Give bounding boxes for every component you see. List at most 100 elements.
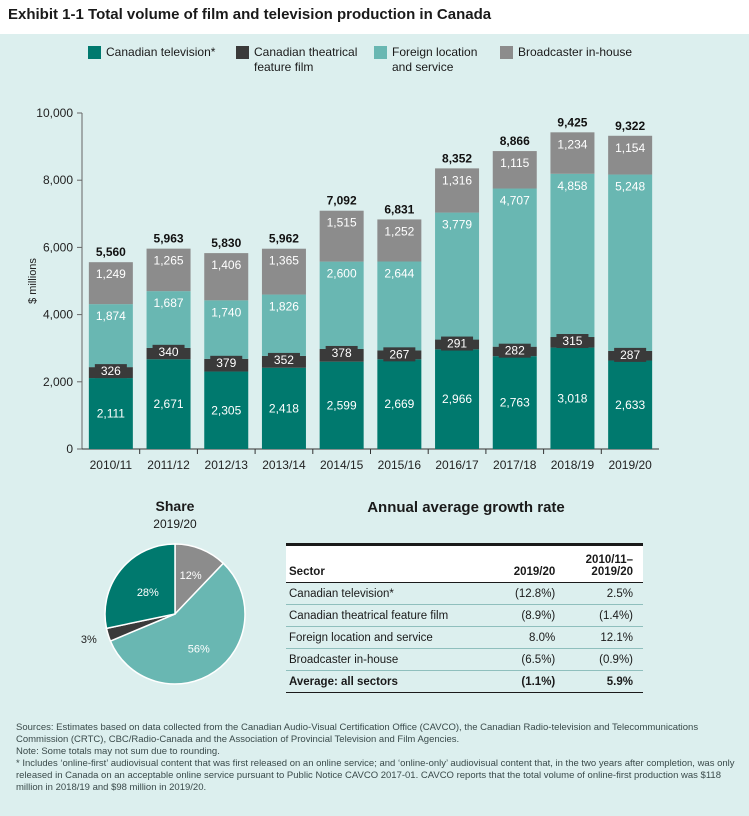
data-label: 1,234 [557,137,587,151]
data-label: 1,154 [615,141,645,155]
bar-segment [204,371,249,449]
growth-decade-cell: 12.1% [600,631,633,644]
x-tick-label: 2015/16 [378,458,422,472]
pie-slice [109,562,246,685]
rounding-note: Note: Some totals may not sum due to rou… [16,746,220,757]
total-label: 6,831 [384,202,414,216]
legend-item-canadian-theatrical-film: Canadian theatrical feature film [236,45,357,75]
data-label: 340 [159,345,179,359]
bar-segment [146,291,191,348]
data-label-box [94,364,127,379]
bar-segment [435,349,480,449]
legend-item-broadcaster-in-house: Broadcaster in-house [500,45,632,60]
bar-segment [261,294,306,356]
data-label-box [441,336,474,351]
x-tick-label: 2017/18 [493,458,537,472]
total-label: 8,352 [442,151,472,165]
x-tick-label: 2016/17 [435,458,479,472]
y-axis-label: $ millions [27,258,39,304]
data-label: 2,305 [211,403,241,417]
growth-table-header: Sector 2019/20 2010/11– 2019/20 [286,544,643,583]
x-tick-label: 2010/11 [90,458,133,472]
bar-segment [204,253,249,301]
data-label: 326 [101,364,121,378]
data-label: 2,633 [615,398,645,412]
data-label-box [267,352,300,367]
data-label: 2,418 [269,401,299,415]
sector-cell: Broadcaster in-house [289,653,399,666]
sources-note: Sources: Estimates based on data collect… [16,722,699,745]
pie-slice-label: 12% [180,570,202,582]
pie-subtitle: 2019/20 [153,517,197,531]
data-label: 315 [562,334,582,348]
table-row: Broadcaster in-house (6.5%) (0.9%) [286,649,643,671]
data-label: 1,249 [96,267,126,281]
bar-segment [261,367,306,449]
bar-segment [319,361,364,449]
pie-slice-label: 56% [188,644,210,656]
bar-segment [88,262,133,305]
header-2010-2020: 2010/11– 2019/20 [585,554,633,578]
bar-segment [435,168,480,213]
header-2019-20: 2019/20 [513,566,556,578]
data-label-box [210,355,243,370]
growth-2019-20-cell: (1.1%) [521,675,556,688]
y-tick-label: 0 [66,442,73,456]
bar-segment [608,135,653,175]
data-label: 5,248 [615,180,645,194]
data-label: 1,316 [442,173,472,187]
table-row: Canadian television* (12.8%) 2.5% [286,583,643,605]
share-pie-chart: 12% 56% 3% 28% [81,543,246,685]
legend-label: Canadian television* [106,45,216,59]
growth-decade-cell: (0.9%) [599,653,633,666]
total-label: 8,866 [500,134,530,148]
bar-segment [88,378,133,449]
total-label: 5,963 [154,232,184,246]
data-label: 2,966 [442,392,472,406]
legend-swatch [374,46,387,59]
bar-segment [261,248,306,295]
data-label: 1,115 [500,156,529,170]
data-label: 267 [389,347,409,361]
x-tick-label: 2013/14 [262,458,306,472]
growth-table: Sector 2019/20 2010/11– 2019/20 Canadian … [286,543,643,693]
data-label: 3,779 [442,218,472,232]
legend-item-canadian-television: Canadian television* [88,45,215,60]
sector-cell: Average: all sectors [289,675,398,688]
data-label: 2,644 [384,267,414,281]
bar-segment [88,304,133,368]
header-sector: Sector [289,566,325,578]
growth-decade-cell: 2.5% [606,587,633,600]
legend-item-foreign-location: Foreign location and service [374,45,477,75]
data-label: 1,515 [327,216,357,230]
data-label: 1,252 [384,224,414,238]
data-label-box [556,334,589,349]
y-tick-label: 4,000 [43,308,73,322]
data-label: 4,858 [557,179,587,193]
data-label: 2,669 [384,397,414,411]
bar-segment [319,261,364,349]
sector-cell: Foreign location and service [289,631,433,644]
exhibit-title: Exhibit 1-1 Total volume of film and tel… [8,6,492,23]
legend-swatch [236,46,249,59]
growth-title: Annual average growth rate [367,499,565,516]
total-label: 5,560 [96,245,126,259]
data-label: 2,763 [500,396,530,410]
pie-slice-label: 28% [137,587,159,599]
data-label: 352 [274,353,294,367]
total-label: 5,962 [269,232,299,246]
chart-legend: Canadian television* Canadian theatrical… [88,45,748,81]
legend-swatch [88,46,101,59]
bar-segment [550,132,595,174]
data-label: 1,687 [154,296,184,310]
data-label: 1,265 [154,254,184,268]
pie-title: Share [155,498,195,514]
x-tick-label: 2019/20 [608,458,652,472]
table-row: Foreign location and service 8.0% 12.1% [286,627,643,649]
pie-slice-label: 3% [81,634,97,646]
data-label: 4,707 [500,194,530,208]
legend-label: Canadian theatrical feature film [254,45,358,74]
x-tick-label: 2012/13 [205,458,249,472]
stacked-bar-chart: 0 2,000 4,000 6,000 8,000 10,000 $ millions 2,1… [27,106,659,472]
bar-segment [204,300,249,359]
